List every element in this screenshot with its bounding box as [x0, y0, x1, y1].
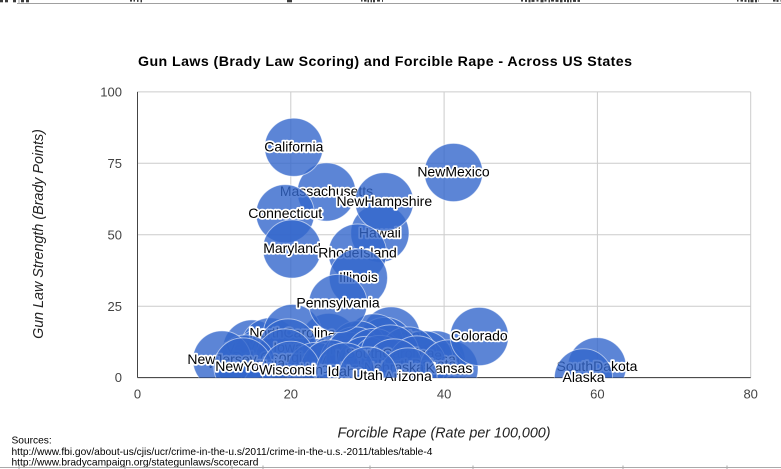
- svg-text:Utah: Utah: [353, 367, 383, 383]
- svg-text:Colorado: Colorado: [451, 328, 508, 344]
- svg-text:60: 60: [590, 387, 604, 402]
- svg-text:20: 20: [284, 387, 298, 402]
- svg-text:Sources:: Sources:: [12, 435, 52, 446]
- svg-text:80: 80: [743, 387, 757, 402]
- svg-text:25: 25: [108, 299, 122, 314]
- svg-text:Gun Laws (Brady Law Scoring) a: Gun Laws (Brady Law Scoring) and Forcibl…: [138, 54, 632, 70]
- svg-text:0: 0: [134, 387, 141, 402]
- svg-text:http://www.bradycampaign.org/s: http://www.bradycampaign.org/stategunlaw…: [12, 458, 259, 469]
- svg-text:NewMexico: NewMexico: [417, 164, 490, 180]
- svg-text:Maryland: Maryland: [263, 240, 321, 256]
- svg-text:Connecticut: Connecticut: [248, 205, 322, 221]
- svg-text:40: 40: [437, 387, 451, 402]
- svg-text:0: 0: [115, 370, 122, 385]
- svg-text:Pennsylvania: Pennsylvania: [296, 295, 379, 311]
- svg-text:Wisconsin: Wisconsin: [259, 362, 323, 378]
- svg-text:50: 50: [108, 227, 122, 242]
- svg-text:100: 100: [100, 85, 122, 100]
- svg-text:75: 75: [108, 156, 122, 171]
- svg-text:NewYork: NewYork: [215, 358, 272, 374]
- svg-text:Gun Law Strength (Brady Points: Gun Law Strength (Brady Points): [31, 129, 47, 339]
- svg-text:http://www.fbi.gov/about-us/cj: http://www.fbi.gov/about-us/cjis/ucr/cri…: [12, 447, 433, 458]
- svg-text:Alaska: Alaska: [562, 369, 604, 385]
- svg-text:NewHampshire: NewHampshire: [336, 193, 432, 209]
- svg-text:California: California: [264, 139, 323, 155]
- svg-text:Forcible Rape (Rate per 100,00: Forcible Rape (Rate per 100,000): [338, 426, 551, 442]
